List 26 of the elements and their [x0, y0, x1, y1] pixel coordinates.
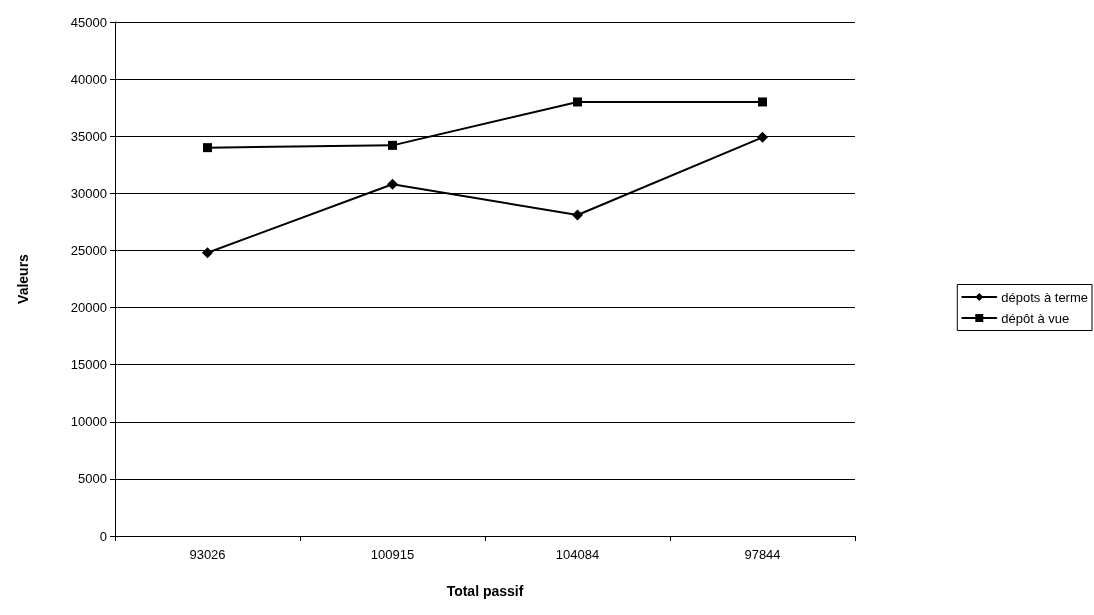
point	[757, 131, 768, 143]
x-tick-label: 93026	[189, 547, 226, 562]
y-tick-label: 15000	[70, 357, 107, 373]
y-tick-label: 0	[99, 528, 107, 544]
x-tick-label: 104084	[555, 547, 600, 562]
y-axis-title: Valeurs	[15, 253, 31, 304]
point	[573, 97, 582, 107]
point	[388, 140, 397, 150]
y-tick-label: 35000	[70, 128, 107, 144]
point	[203, 143, 212, 153]
y-tick-label: 45000	[70, 14, 107, 30]
y-tick-label: 20000	[70, 300, 107, 316]
point	[572, 209, 583, 221]
x-axis-title: Total passif	[446, 583, 524, 599]
y-tick-label: 5000	[78, 471, 107, 487]
x-tick-label: 100915	[370, 547, 415, 562]
point	[758, 97, 767, 107]
x-tick-label: 97844	[744, 547, 781, 562]
y-tick-label: 10000	[70, 414, 107, 430]
point	[387, 178, 398, 190]
point	[202, 247, 213, 259]
y-tick-label: 30000	[70, 185, 107, 201]
legend-label: dépots à terme	[1001, 289, 1088, 305]
y-tick-label: 40000	[70, 71, 107, 87]
legend-label: dépôt à vue	[1001, 310, 1070, 326]
y-tick-label: 25000	[70, 242, 107, 258]
